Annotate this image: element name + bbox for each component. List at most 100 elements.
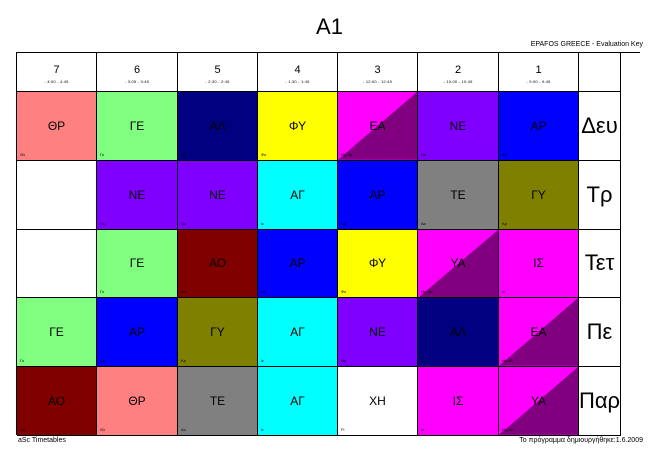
lesson-cell[interactable]: ΓΕ Γκ	[97, 229, 178, 299]
lesson-subject: ΑΡ	[369, 187, 386, 202]
lesson-cell[interactable]: ΤΕ Αο	[418, 160, 499, 230]
day-label: Πε	[579, 298, 621, 368]
lesson-teacher-code: Ιο	[502, 289, 506, 295]
lesson-cell[interactable]	[17, 229, 97, 299]
lesson-teacher-code: Φκ	[261, 151, 267, 157]
lesson-subject: ΤΕ	[209, 394, 226, 409]
lesson-subject: ΑΛ	[449, 325, 467, 340]
lesson-cell[interactable]: ΓΥ Κρ	[499, 160, 579, 230]
lesson-subject: ΕΑ	[530, 325, 547, 340]
period-number: 7	[53, 64, 60, 76]
lesson-teacher-code: Γκ	[20, 358, 25, 364]
lesson-cell[interactable]: ΑΡ Αρ	[338, 160, 418, 230]
lesson-subject: ΘΡ	[128, 394, 146, 409]
period-header-1: 1 - 9:00 - 9:45	[499, 53, 579, 92]
lesson-cell[interactable]: ΝΕ Νκ	[97, 160, 178, 230]
period-header-5: 5 - 2:30 - 2:45	[178, 53, 258, 92]
period-time: - 10:00 - 10:45	[443, 79, 473, 84]
lesson-teacher-code: Αρ	[502, 151, 507, 157]
lesson-subject: ΑΓ	[290, 187, 305, 202]
lesson-cell[interactable]: ΝΕ Νκ	[418, 92, 499, 161]
corner-cell	[579, 53, 621, 92]
lesson-subject: ΑΟ	[47, 394, 66, 409]
lesson-subject: ΓΥ	[210, 325, 225, 340]
lesson-cell[interactable]: ΕΑ Ηρ,Αλ	[499, 298, 579, 368]
lesson-cell[interactable]: ΦΥ Φκ	[258, 92, 338, 161]
lesson-subject: ΓΕ	[129, 118, 145, 133]
lesson-teacher-code: Αλ	[181, 151, 186, 157]
lesson-cell[interactable]: ΑΟ Αο	[178, 229, 258, 299]
lesson-subject: ΑΡ	[289, 256, 306, 271]
lesson-cell[interactable]: ΑΓ Ιε	[258, 160, 338, 230]
lesson-subject: ΝΕ	[128, 187, 146, 202]
lesson-teacher-code: Ηρ,Απ	[502, 426, 514, 432]
lesson-teacher-code: Αλ	[421, 358, 426, 364]
lesson-cell[interactable]: ΙΣ Ιο	[499, 229, 579, 299]
period-header-7: 7 - 4:00 - 4:45	[17, 53, 97, 92]
lesson-cell[interactable]	[17, 160, 97, 230]
lesson-cell[interactable]: ΓΥ Κρ	[178, 298, 258, 368]
period-time: - 2:30 - 2:45	[205, 79, 230, 84]
period-header-2: 2 - 10:00 - 10:45	[418, 53, 499, 92]
period-header-6: 6 - 3:05 - 3:45	[97, 53, 178, 92]
lesson-cell[interactable]: ΑΡ Αρ	[499, 92, 579, 161]
lesson-teacher-code: Αο	[421, 220, 426, 226]
lesson-subject: ΥΑ	[530, 394, 547, 409]
lesson-cell[interactable]: ΤΕ Αο	[178, 367, 258, 436]
lesson-subject: ΙΣ	[533, 256, 544, 271]
lesson-teacher-code: Νκ	[421, 151, 426, 157]
lesson-cell[interactable]: ΑΓ Ιε	[258, 298, 338, 368]
lesson-cell[interactable]: ΓΕ Γκ	[97, 92, 178, 161]
footer-created-date: Το πρόγραμμα δημιουργήθηκε:1.6.2009	[519, 437, 643, 444]
lesson-teacher-code: Αο	[20, 426, 25, 432]
lesson-cell[interactable]: ΧΗ Fl	[338, 367, 418, 436]
lesson-subject: ΓΕ	[129, 256, 145, 271]
lesson-subject: ΝΕ	[209, 187, 226, 202]
lesson-subject: ΑΓ	[290, 325, 305, 340]
split-lesson-triangle	[499, 367, 578, 435]
lesson-teacher-code: Ηρ,Αλ	[502, 358, 513, 364]
lesson-subject: ΧΗ	[369, 394, 386, 409]
day-label: Παρ	[579, 367, 621, 436]
split-lesson-triangle	[338, 92, 417, 160]
lesson-cell[interactable]: ΝΕ Νκ	[178, 160, 258, 230]
lesson-cell[interactable]: ΑΡ Αρ	[97, 298, 178, 368]
lesson-teacher-code: Ιο	[421, 426, 425, 432]
period-number: 1	[535, 64, 542, 76]
lesson-cell[interactable]: ΘΡ Θλ	[97, 367, 178, 436]
lesson-cell[interactable]: ΝΕ Νκ	[338, 298, 418, 368]
lesson-subject: ΓΥ	[531, 187, 546, 202]
lesson-subject: ΦΥ	[368, 256, 387, 271]
lesson-subject: ΤΕ	[450, 187, 466, 202]
lesson-cell[interactable]: ΑΛ Αλ	[178, 92, 258, 161]
lesson-teacher-code: Θλ	[20, 151, 26, 157]
lesson-teacher-code: Αο	[181, 426, 186, 432]
lesson-cell[interactable]: ΓΕ Γκ	[17, 298, 97, 368]
lesson-subject: ΕΑ	[369, 118, 386, 133]
lesson-cell[interactable]: ΑΓ Ιε	[258, 367, 338, 436]
lesson-cell[interactable]: ΑΡ Αρ	[258, 229, 338, 299]
period-time: - 9:00 - 9:45	[526, 79, 551, 84]
lesson-cell[interactable]: ΥΑ Ηρ,Απ	[499, 367, 579, 436]
lesson-cell[interactable]: ΑΟ Αο	[17, 367, 97, 436]
lesson-cell[interactable]: ΑΛ Αλ	[418, 298, 499, 368]
lesson-cell[interactable]: ΘΡ Θλ	[17, 92, 97, 161]
lesson-cell[interactable]: ΕΑ Ηρ,Αλ	[338, 92, 418, 161]
lesson-teacher-code: Κρ	[181, 358, 186, 364]
page-title: A1	[316, 14, 343, 39]
lesson-cell[interactable]: ΥΑ Ηρ,Απ	[418, 229, 499, 299]
period-number: 2	[454, 64, 462, 76]
lesson-subject: ΝΕ	[369, 325, 386, 340]
lesson-subject: ΥΑ	[450, 256, 466, 271]
lesson-cell[interactable]: ΙΣ Ιο	[418, 367, 499, 436]
evaluation-key-label: EPAFOS GREECE - Evaluation Key	[530, 41, 643, 48]
lesson-teacher-code: Ιε	[261, 426, 264, 432]
lesson-teacher-code: Ιε	[261, 220, 264, 226]
period-header-3: 3 - 12:00 - 12:45	[338, 53, 418, 92]
lesson-cell[interactable]: ΦΥ Φκ	[338, 229, 418, 299]
day-label: Τετ	[579, 229, 621, 299]
lesson-teacher-code: Νκ	[341, 358, 346, 364]
lesson-teacher-code: Γκ	[100, 151, 105, 157]
lesson-subject: ΦΥ	[288, 118, 307, 133]
lesson-teacher-code: Αρ	[100, 358, 105, 364]
